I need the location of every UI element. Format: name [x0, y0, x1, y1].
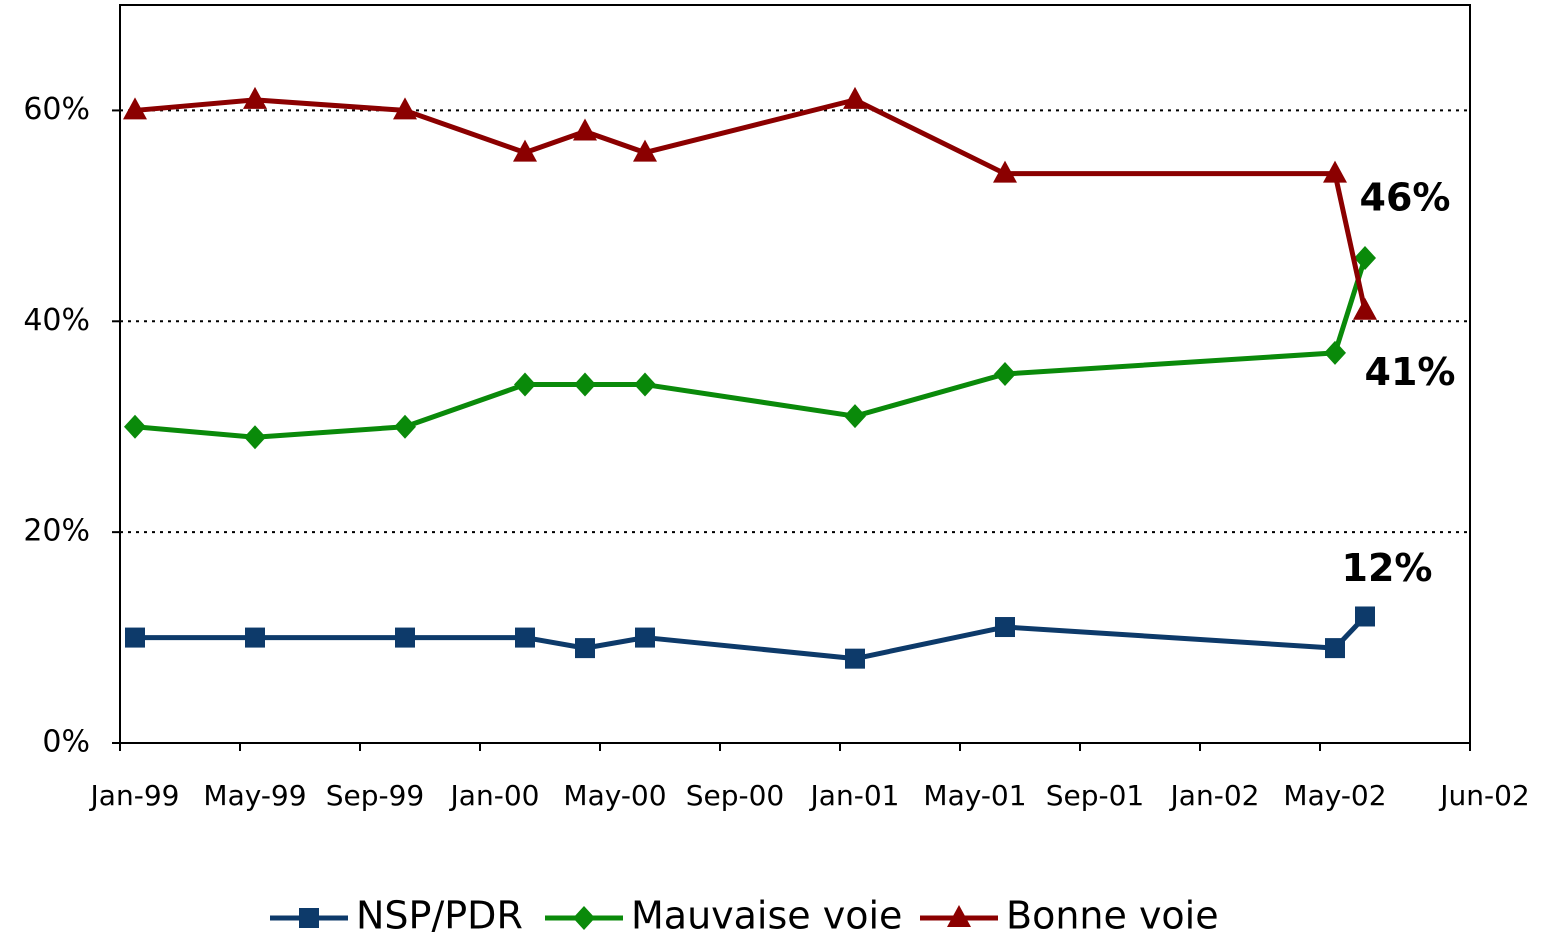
x-tick-label: Sep-01	[1046, 779, 1145, 812]
x-tick-label: May-02	[1283, 779, 1386, 812]
legend-label: NSP/PDR	[356, 894, 523, 938]
series-line	[135, 614, 1367, 662]
x-tick-label: May-01	[923, 779, 1026, 812]
series-line	[134, 97, 1368, 312]
marker	[515, 627, 535, 648]
marker	[844, 404, 866, 429]
marker	[635, 627, 655, 648]
marker	[394, 414, 416, 439]
y-tick-label: 40%	[23, 303, 90, 338]
legend-marker	[947, 905, 971, 927]
series-line	[134, 257, 1368, 440]
marker	[244, 425, 266, 450]
marker	[124, 414, 146, 439]
x-tick-label: Sep-99	[326, 779, 425, 812]
marker	[845, 648, 865, 669]
marker	[573, 118, 597, 141]
marker	[634, 372, 656, 397]
y-tick-label: 20%	[23, 514, 90, 549]
marker	[1354, 246, 1376, 271]
marker	[995, 617, 1015, 638]
marker	[1323, 160, 1347, 183]
legend-marker	[299, 908, 319, 928]
data-label: 46%	[1360, 176, 1451, 220]
marker	[993, 160, 1017, 183]
marker	[1325, 638, 1345, 659]
marker	[514, 372, 536, 397]
y-tick-label: 0%	[42, 725, 90, 760]
marker	[843, 86, 867, 109]
x-tick-label: Jan-00	[449, 779, 540, 812]
marker	[1355, 606, 1375, 627]
plot-frame	[119, 4, 1471, 744]
marker	[245, 627, 265, 648]
x-tick-label: Jan-02	[1169, 779, 1260, 812]
x-tick-label: May-00	[563, 779, 666, 812]
marker	[243, 86, 267, 109]
legend-label: Mauvaise voie	[631, 894, 902, 938]
marker	[125, 627, 145, 648]
data-label: 12%	[1342, 546, 1433, 590]
marker	[395, 627, 415, 648]
marker	[123, 97, 147, 120]
legend-label: Bonne voie	[1006, 894, 1219, 938]
y-tick-label: 60%	[23, 92, 90, 127]
x-tick-label: Jan-01	[809, 779, 900, 812]
marker	[1324, 340, 1346, 365]
x-tick-label: Sep-00	[686, 779, 785, 812]
marker	[633, 139, 657, 162]
x-tick-label: May-99	[203, 779, 306, 812]
legend-marker	[573, 906, 595, 930]
marker	[1353, 297, 1377, 320]
marker	[393, 97, 417, 120]
marker	[575, 638, 595, 659]
marker	[574, 372, 596, 397]
marker	[994, 362, 1016, 386]
marker	[513, 139, 537, 162]
data-label: 41%	[1365, 350, 1456, 394]
x-tick-label: Jan-99	[89, 779, 180, 812]
x-tick-label: Jun-02	[1438, 779, 1529, 812]
